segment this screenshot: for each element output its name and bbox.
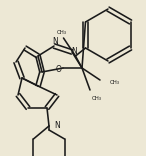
Text: N: N: [72, 47, 77, 56]
Text: N: N: [54, 120, 60, 129]
Text: CH₃: CH₃: [110, 80, 120, 85]
Text: CH₃: CH₃: [56, 31, 67, 36]
Text: N: N: [52, 37, 58, 46]
Text: CH₃: CH₃: [92, 95, 102, 100]
Text: O: O: [56, 64, 62, 73]
